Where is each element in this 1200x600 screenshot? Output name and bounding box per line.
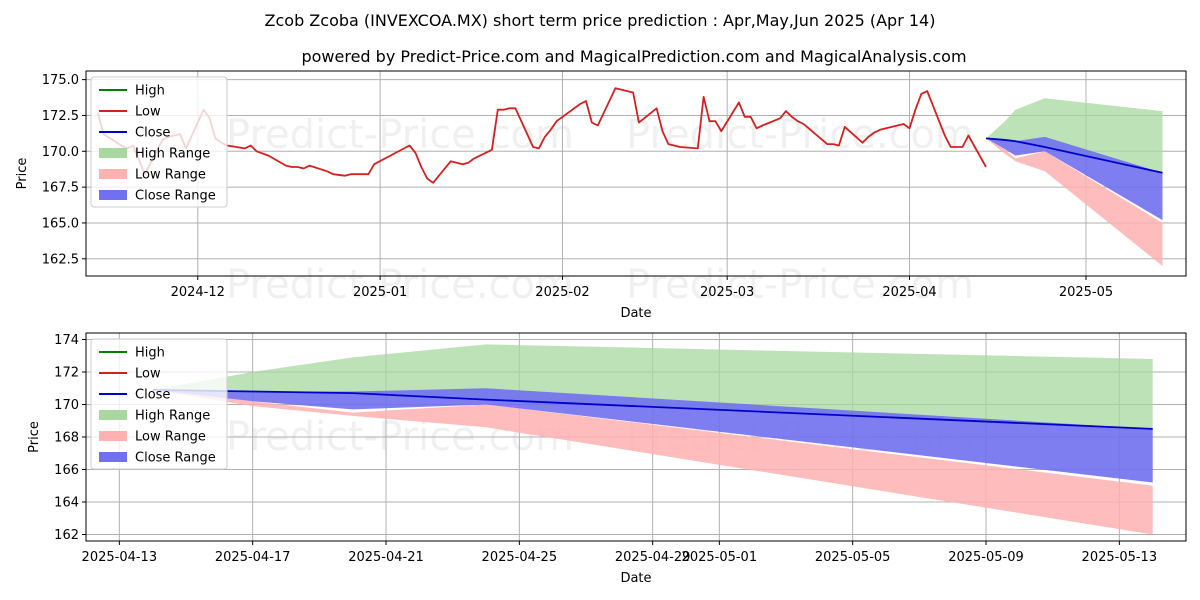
legend-label-low-range: Low Range (135, 168, 206, 183)
x-axis-title: Date (620, 306, 651, 321)
x-tick-label: 2025-05 (1059, 285, 1113, 300)
plot-area (152, 344, 1153, 535)
legend-label-high-range: High Range (135, 409, 210, 424)
legend-swatch-close-range (99, 452, 127, 462)
y-axis-title: Price (27, 421, 42, 453)
x-tick-label: 2025-04-25 (482, 550, 558, 565)
legend-label-low: Low (135, 367, 161, 382)
legend-label-close-range: Close Range (135, 189, 216, 204)
x-tick-label: 2025-03 (700, 285, 754, 300)
legend-swatch-high-range (99, 410, 127, 420)
x-tick-label: 2025-01 (353, 285, 407, 300)
watermark-text: Predict-Price.com (626, 112, 974, 158)
top-panel: 2024-12 2025-01 2025-02 2025-03 2025-04 2025-… (15, 70, 1187, 321)
chart-subtitle: powered by Predict-Price.com and Magical… (301, 47, 966, 66)
x-tick-label: 2025-05-13 (1082, 550, 1158, 565)
y-tick-label: 162 (54, 528, 79, 543)
x-tick-label: 2025-04-13 (82, 550, 158, 565)
legend-label-high: High (135, 346, 165, 361)
low-range-band (152, 389, 1153, 535)
axes-frame (85, 70, 1187, 277)
watermark-text: Predict-Price.com (626, 262, 974, 308)
legend-swatch-low-range (99, 431, 127, 441)
y-tick-label: 174 (54, 333, 79, 348)
legend-label-close: Close (135, 388, 170, 403)
x-tick-label: 2025-04 (882, 285, 936, 300)
close-series-line (985, 137, 1163, 174)
legend-label-low: Low (135, 105, 161, 120)
legend-label-low-range: Low Range (135, 430, 206, 445)
bottom-panel: 2025-04-13 2025-04-17 2025-04-21 2025-04-25… (27, 332, 1187, 586)
x-tick-label: 2025-05-05 (815, 550, 891, 565)
y-tick-label: 170 (54, 398, 79, 413)
x-tick-label: 2025-04-21 (348, 550, 424, 565)
legend: High Low Close High Range Low Range Close Ran… (90, 338, 228, 470)
plot-area (96, 87, 1163, 266)
y-tick-label: 175.0 (42, 73, 79, 88)
y-tick-label: 162.5 (42, 252, 79, 267)
chart-title: Zcob Zcoba (INVEXCOA.MX) short term pric… (265, 11, 936, 30)
y-tick-label: 165.0 (42, 216, 79, 231)
grid-lines (86, 71, 1186, 276)
high-range-band (986, 98, 1163, 173)
y-tick-label: 166 (54, 463, 79, 478)
x-tick-label: 2025-05-09 (948, 550, 1024, 565)
y-tick-label: 172.5 (42, 109, 79, 124)
legend-label-high: High (135, 84, 165, 99)
high-range-band (152, 344, 1153, 429)
x-tick-label: 2025-05-01 (682, 550, 758, 565)
legend: High Low Close High Range Low Range Close Ran… (90, 76, 228, 208)
y-tick-label: 170.0 (42, 145, 79, 160)
x-tick-label: 2025-04-17 (215, 550, 291, 565)
x-tick-label: 2024-12 (171, 285, 225, 300)
y-tick-label: 168 (54, 431, 79, 446)
watermark-text: Predict-Price.com (226, 262, 574, 308)
x-tick-label: 2025-02 (535, 285, 589, 300)
x-axis-title: Date (620, 571, 651, 586)
low-range-band (986, 138, 1163, 266)
legend-swatch-high-range (99, 148, 127, 158)
legend-label-high-range: High Range (135, 147, 210, 162)
y-tick-label: 172 (54, 366, 79, 381)
y-tick-label: 164 (54, 496, 79, 511)
legend-label-close: Close (135, 126, 170, 141)
y-axis-title: Price (15, 158, 30, 190)
legend-swatch-close-range (99, 190, 127, 200)
legend-swatch-low-range (99, 169, 127, 179)
y-tick-label: 167.5 (42, 181, 79, 196)
x-tick-label: 2025-04-29 (615, 550, 691, 565)
legend-label-close-range: Close Range (135, 451, 216, 466)
low-series-line (96, 87, 987, 184)
